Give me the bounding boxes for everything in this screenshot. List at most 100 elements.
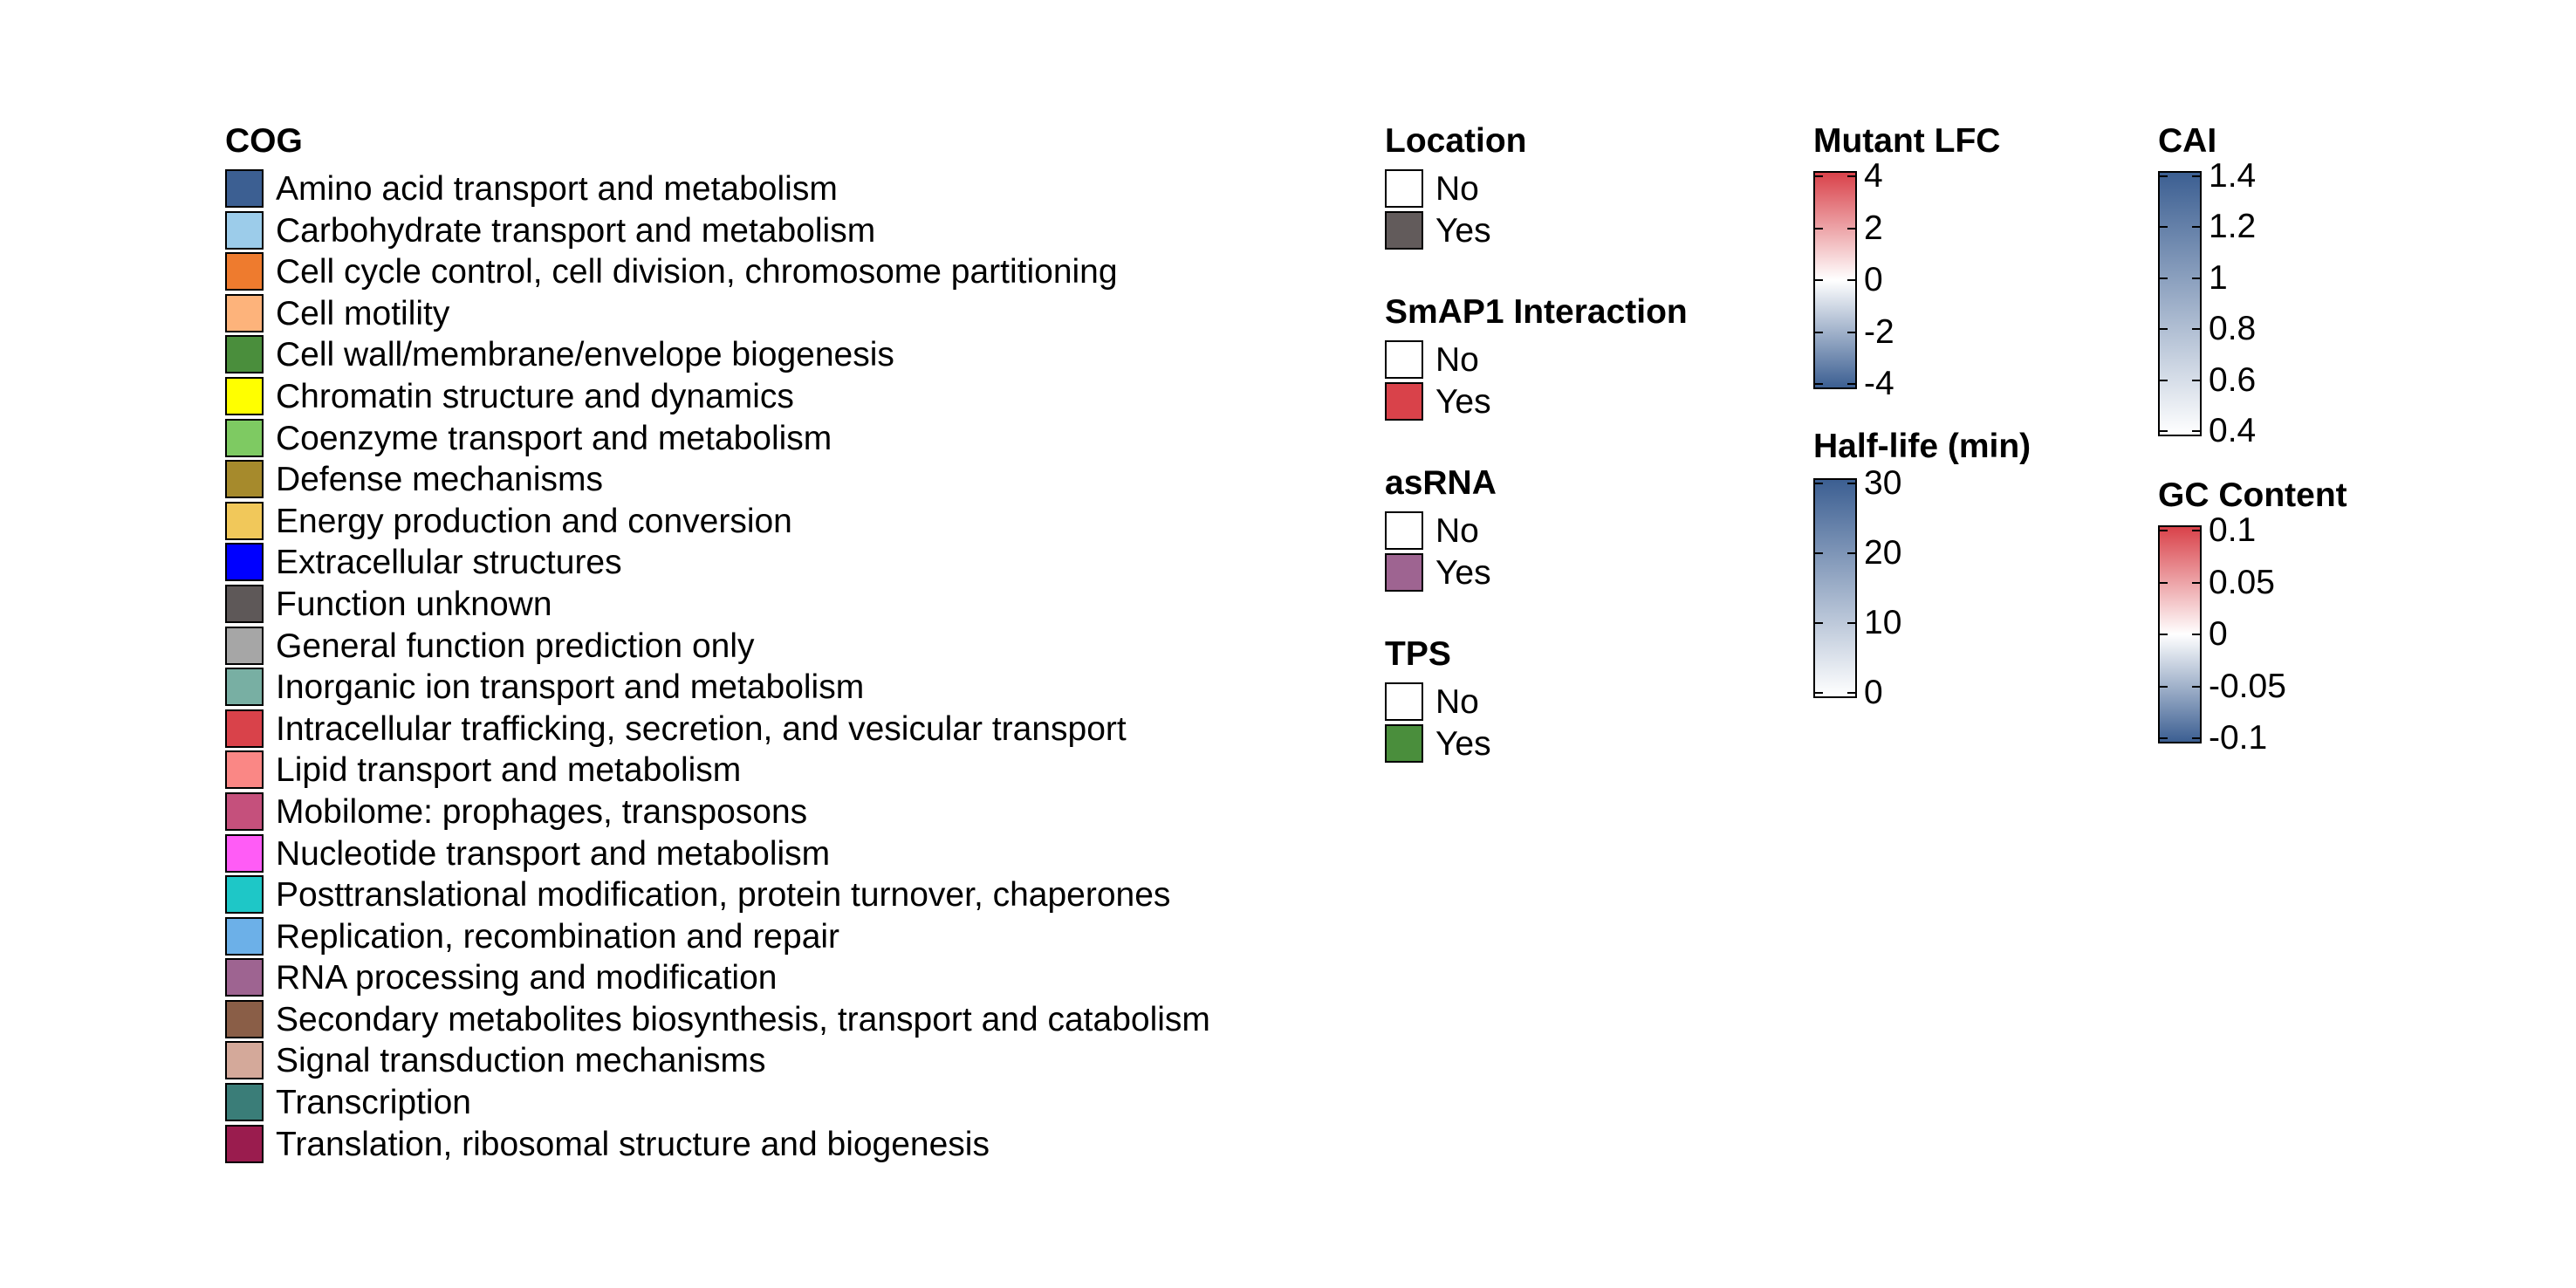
- legend-swatch: [1385, 511, 1423, 550]
- colorbar-tick-label: -0.1: [2209, 721, 2267, 756]
- colorbar-tick-right: [1847, 383, 1857, 385]
- colorbar-tick-left: [1813, 552, 1823, 554]
- colorbar-tick-left: [1813, 622, 1823, 624]
- legend-location: Location No Yes: [1385, 122, 1527, 252]
- legend-item: Lipid transport and metabolism: [225, 750, 303, 792]
- colorbar-tick-left: [2158, 530, 2168, 531]
- legend-item: Secondary metabolites biosynthesis, tran…: [225, 1000, 303, 1042]
- colorbar-tick-right: [1847, 332, 1857, 333]
- legend-swatch: [1385, 553, 1423, 592]
- legend-swatch: [225, 502, 264, 540]
- colorbar-tick-label: 0.4: [2209, 414, 2256, 449]
- colorbar-tick-right: [1847, 228, 1857, 230]
- legend-item: Nucleotide transport and metabolism: [225, 834, 303, 876]
- legend-item: Cell cycle control, cell division, chrom…: [225, 252, 303, 294]
- legend-swatch: [225, 460, 264, 498]
- colorbar-tick-label: 0.1: [2209, 513, 2256, 548]
- colorbar-tick-left: [2158, 686, 2168, 688]
- colorbar-title: Mutant LFC: [1813, 122, 2000, 161]
- colorbar-gradient: [2158, 171, 2202, 436]
- legend-label: Secondary metabolites biosynthesis, tran…: [276, 1001, 1210, 1039]
- legend-label: No: [1435, 512, 1479, 551]
- legend-label: General function prediction only: [276, 627, 755, 666]
- colorbar-tick-label: 0.8: [2209, 312, 2256, 346]
- colorbar-tick-label: 1.2: [2209, 209, 2256, 244]
- legend-label: Inorganic ion transport and metabolism: [276, 668, 864, 707]
- colorbar-tick-right: [1847, 279, 1857, 281]
- legend-label: Lipid transport and metabolism: [276, 751, 741, 790]
- legend-swatch: [225, 335, 264, 373]
- colorbar-tick-label: 4: [1864, 159, 1883, 194]
- legend-item: Mobilome: prophages, transposons: [225, 792, 303, 834]
- legend-swatch: [225, 875, 264, 914]
- legend-label: Nucleotide transport and metabolism: [276, 835, 830, 874]
- legend-items: No Yes: [1385, 511, 1497, 594]
- legend-items: No Yes: [1385, 682, 1451, 765]
- legend-item: Yes: [1385, 724, 1451, 766]
- legend-item: Cell motility: [225, 294, 303, 336]
- colorbar-cai: CAI 1.4 1.2 1 0.8 0.6 0.4: [2158, 122, 2216, 169]
- legend-swatch: [225, 294, 264, 332]
- legend-item: Cell wall/membrane/envelope biogenesis: [225, 335, 303, 377]
- colorbar-tick-right: [2192, 430, 2202, 432]
- colorbar-tick-left: [1813, 175, 1823, 177]
- legend-swatch: [225, 792, 264, 831]
- legend-label: No: [1435, 683, 1479, 722]
- legend-label: Signal transduction mechanisms: [276, 1042, 765, 1080]
- colorbar-tick-right: [2192, 380, 2202, 381]
- legend-asrna: asRNA No Yes: [1385, 464, 1497, 594]
- legend-item: No: [1385, 169, 1527, 211]
- colorbar-tick-right: [2192, 530, 2202, 531]
- legend-item: Extracellular structures: [225, 543, 303, 585]
- legend-item: No: [1385, 511, 1497, 553]
- colorbar-tick-left: [2158, 737, 2168, 739]
- legend-item: Function unknown: [225, 585, 303, 627]
- colorbar-tick-left: [2158, 582, 2168, 584]
- colorbar-tick-left: [2158, 328, 2168, 330]
- legend-label: Replication, recombination and repair: [276, 918, 839, 956]
- legend-label: Mobilome: prophages, transposons: [276, 793, 807, 832]
- colorbar-tick-left: [2158, 175, 2168, 177]
- legend-label: Transcription: [276, 1084, 471, 1122]
- colorbar-tick-right: [2192, 737, 2202, 739]
- legend-item: Energy production and conversion: [225, 502, 303, 544]
- colorbar-tick-label: 2: [1864, 211, 1883, 246]
- legend-swatch: [225, 668, 264, 706]
- legend-item: Yes: [1385, 382, 1688, 424]
- colorbar-title: CAI: [2158, 122, 2216, 161]
- legend-tps: TPS No Yes: [1385, 635, 1451, 765]
- colorbar-tick-label: 0.05: [2209, 565, 2275, 600]
- colorbar-tick-left: [2158, 226, 2168, 228]
- legend-swatch: [1385, 682, 1423, 721]
- legend-label: Energy production and conversion: [276, 503, 792, 541]
- legend-label: Posttranslational modification, protein …: [276, 876, 1170, 915]
- legend-item: Defense mechanisms: [225, 460, 303, 502]
- colorbar-tick-right: [2192, 277, 2202, 279]
- colorbar-tick-left: [2158, 277, 2168, 279]
- legend-label: Amino acid transport and metabolism: [276, 170, 838, 209]
- legend-label: Defense mechanisms: [276, 461, 603, 499]
- legend-smap1-interaction: SmAP1 Interaction No Yes: [1385, 293, 1688, 423]
- legend-swatch: [225, 211, 264, 250]
- legend-swatch: [1385, 382, 1423, 421]
- legend-items: No Yes: [1385, 169, 1527, 252]
- legend-label: Yes: [1435, 554, 1491, 593]
- colorbar-tick-label: 0: [1864, 263, 1883, 298]
- legend-label: Yes: [1435, 725, 1491, 764]
- colorbar-tick-left: [1813, 692, 1823, 694]
- legend-label: Yes: [1435, 383, 1491, 421]
- colorbar-gc-content: GC Content 0.1 0.05 0 -0.05 -0.1: [2158, 476, 2347, 524]
- legend-item: Translation, ribosomal structure and bio…: [225, 1125, 303, 1167]
- legend-swatch: [225, 419, 264, 457]
- legend-label: RNA processing and modification: [276, 959, 777, 997]
- legend-swatch: [225, 252, 264, 291]
- colorbar-tick-label: 20: [1864, 536, 1901, 571]
- legend-swatch: [225, 1000, 264, 1038]
- colorbar-tick-right: [2192, 582, 2202, 584]
- colorbar-tick-left: [2158, 634, 2168, 635]
- colorbar-tick-label: -2: [1864, 315, 1894, 350]
- colorbar-tick-label: 1: [2209, 261, 2228, 296]
- legend-swatch: [225, 377, 264, 415]
- legend-title: asRNA: [1385, 464, 1497, 503]
- legend-label: Function unknown: [276, 586, 552, 624]
